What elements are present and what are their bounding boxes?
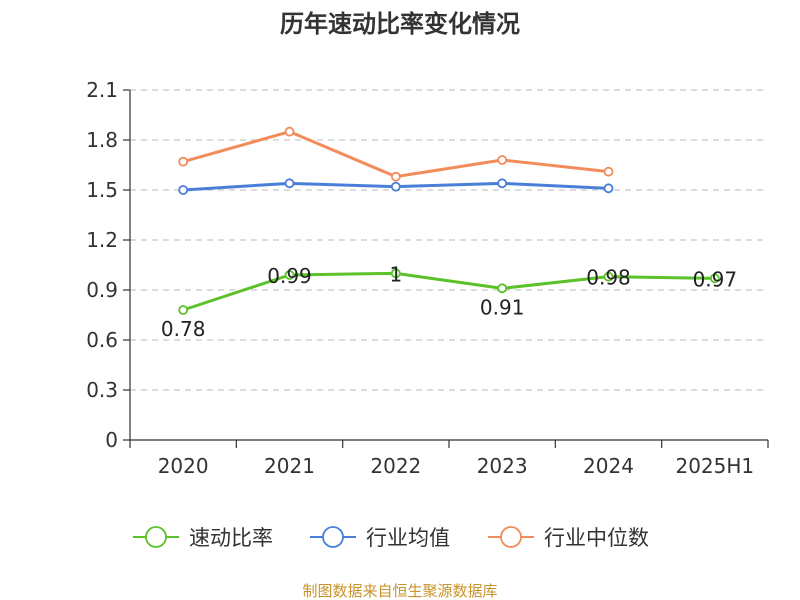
series-1-point <box>497 178 508 189</box>
series-2-line <box>182 130 609 179</box>
series-2-point <box>497 155 508 165</box>
data-label: 0.97 <box>693 267 738 291</box>
x-tick-label: 2025H1 <box>675 454 754 478</box>
data-label: 0.98 <box>586 266 631 290</box>
y-tick-label: 0.9 <box>86 278 118 302</box>
series-0-point <box>390 268 401 279</box>
data-labels: 0.78 0.99 1 0.91 0.98 0.97 <box>161 262 737 341</box>
legend-label: 行业均值 <box>366 526 450 550</box>
series-lines <box>178 126 720 315</box>
legend-marker <box>145 526 167 548</box>
series-1-point <box>603 183 614 194</box>
y-tick-label: 1.2 <box>86 228 118 252</box>
data-label: 1 <box>389 262 402 286</box>
series-1-point <box>178 185 189 195</box>
series-1-point <box>284 178 295 189</box>
axes: 0 0.3 0.6 0.9 1.2 1.5 1.8 2.1 2020 2021 2022 2023 20… <box>86 78 769 478</box>
legend: 速动比率 行业均值 行业中位数 <box>133 526 649 550</box>
series-1-point <box>390 181 401 192</box>
x-tick-label: 2024 <box>583 454 634 478</box>
y-tick-label: 1.8 <box>86 128 118 152</box>
chart-title: 历年速动比率变化情况 <box>280 10 520 38</box>
series-0-point <box>603 271 614 282</box>
data-label: 0.78 <box>161 317 206 341</box>
legend-marker <box>500 526 522 548</box>
series-0-point <box>709 273 720 284</box>
series-2-point <box>603 166 614 177</box>
grid-lines <box>130 89 768 391</box>
series-0-point <box>284 270 295 280</box>
x-tick-label: 2021 <box>264 454 315 478</box>
series-0-line <box>182 271 715 312</box>
x-tick-label: 2020 <box>158 454 209 478</box>
y-tick-label: 1.5 <box>86 178 118 202</box>
x-tick-label: 2022 <box>370 454 421 478</box>
source-note: 制图数据来自恒生聚源数据库 <box>302 582 497 600</box>
legend-marker <box>322 526 344 548</box>
series-0-point <box>497 283 508 294</box>
legend-label: 速动比率 <box>189 526 273 550</box>
legend-label: 行业中位数 <box>544 526 649 550</box>
data-label: 0.99 <box>267 264 312 288</box>
data-label: 0.91 <box>480 295 525 319</box>
series-2-point <box>178 156 189 167</box>
y-tick-label: 0 <box>105 428 118 452</box>
y-tick-label: 0.6 <box>86 328 118 352</box>
x-tick-label: 2023 <box>477 454 528 478</box>
y-tick-label: 2.1 <box>86 78 118 102</box>
series-2-point <box>284 126 295 137</box>
y-tick-label: 0.3 <box>86 378 118 402</box>
series-0-point <box>178 305 189 315</box>
series-2-point <box>390 171 401 182</box>
